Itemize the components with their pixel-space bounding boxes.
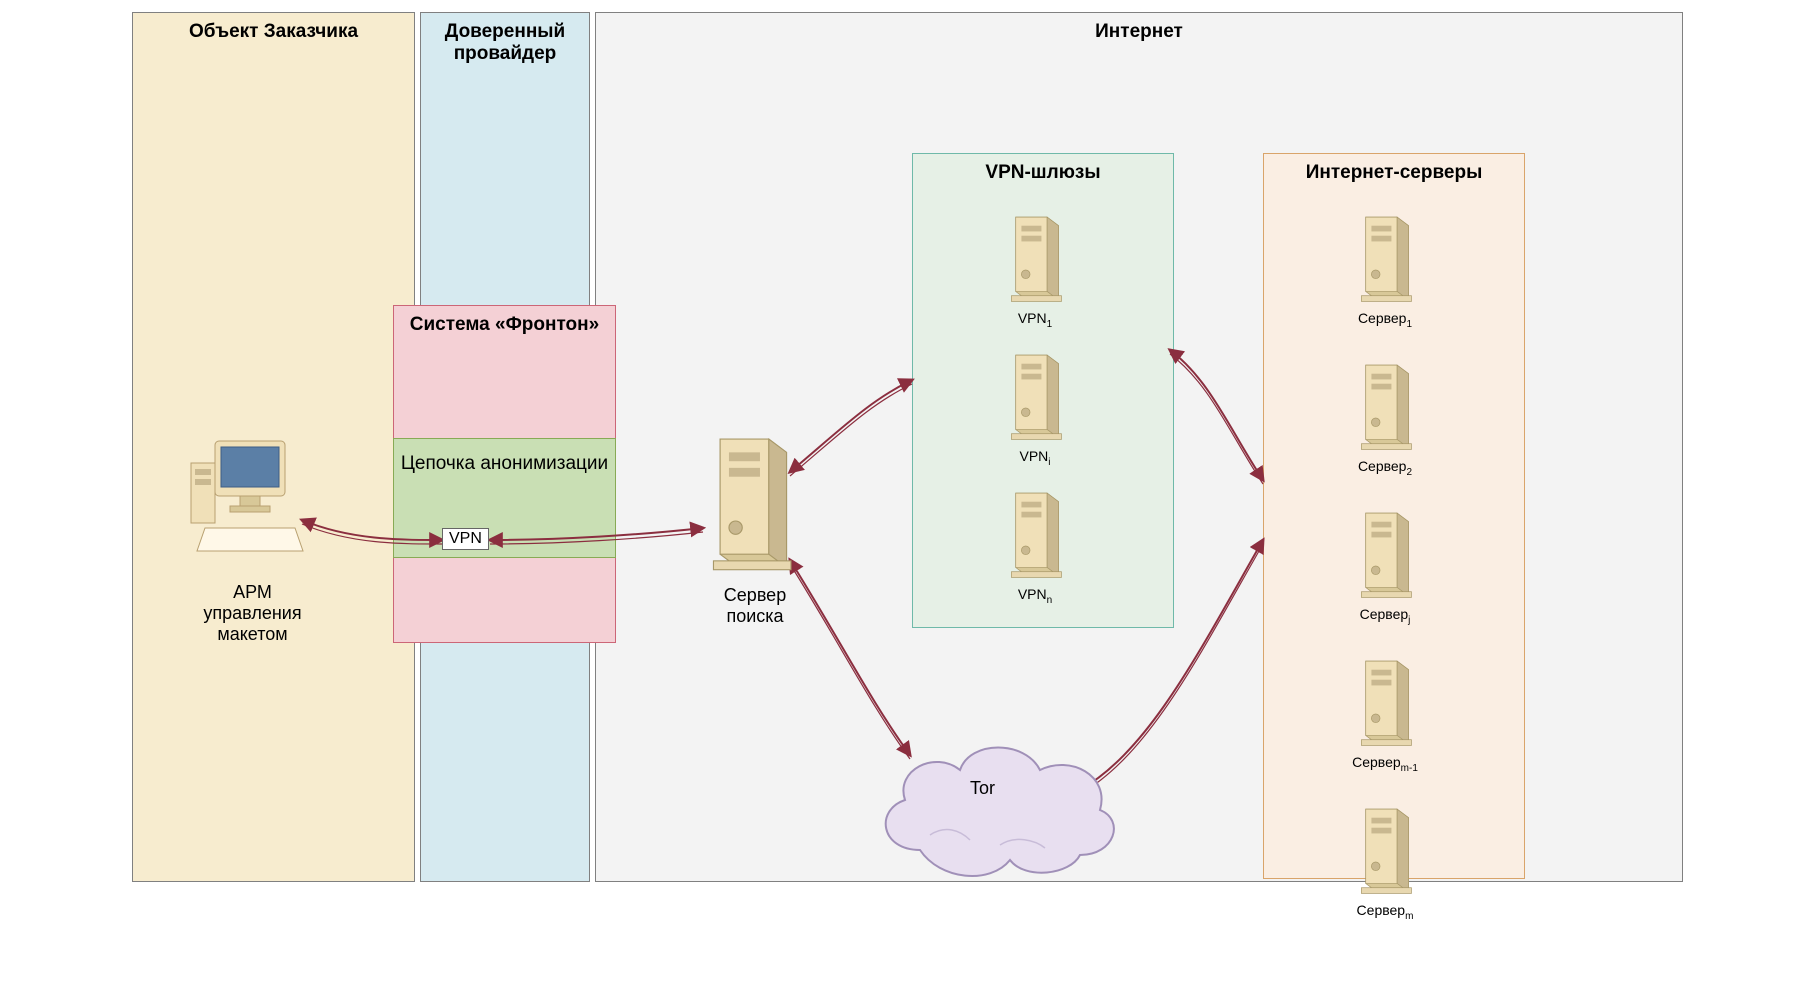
vpn-server-icon <box>1000 486 1070 586</box>
arrow <box>790 384 912 476</box>
internet-server-icon <box>1350 210 1420 310</box>
internet-server-icon <box>1350 358 1420 458</box>
search-server-icon <box>700 428 800 583</box>
search-server-label: Сервер поиска <box>700 585 810 627</box>
internet-server-icon <box>1350 802 1420 902</box>
workstation-icon <box>185 433 305 573</box>
tor-cloud-icon <box>860 720 1130 890</box>
arrow <box>490 528 703 540</box>
diagram-canvas: Объект Заказчика Доверенный провайдер Ин… <box>0 0 1800 1006</box>
vpn-server-icon <box>1000 210 1070 310</box>
vpn-server-icon <box>1000 348 1070 448</box>
internet-server-label: Серверm <box>1325 902 1445 922</box>
internet-server-label: Серверm-1 <box>1325 754 1445 774</box>
arrow <box>1170 350 1263 480</box>
internet-server-label: Серверj <box>1325 606 1445 626</box>
vpn-badge: VPN <box>442 528 489 550</box>
vpn-server-label: VPN1 <box>985 310 1085 330</box>
internet-server-label: Сервер2 <box>1325 458 1445 478</box>
internet-server-label: Сервер1 <box>1325 310 1445 330</box>
vpn-server-label: VPNi <box>985 448 1085 468</box>
vpn-server-label: VPNn <box>985 586 1085 606</box>
internet-server-icon <box>1350 506 1420 606</box>
tor-label: Tor <box>970 778 995 799</box>
internet-server-icon <box>1350 654 1420 754</box>
arrow <box>302 520 442 540</box>
arrow <box>1170 354 1263 484</box>
arrow <box>490 532 703 544</box>
workstation-label: АРМ управления макетом <box>155 582 350 645</box>
